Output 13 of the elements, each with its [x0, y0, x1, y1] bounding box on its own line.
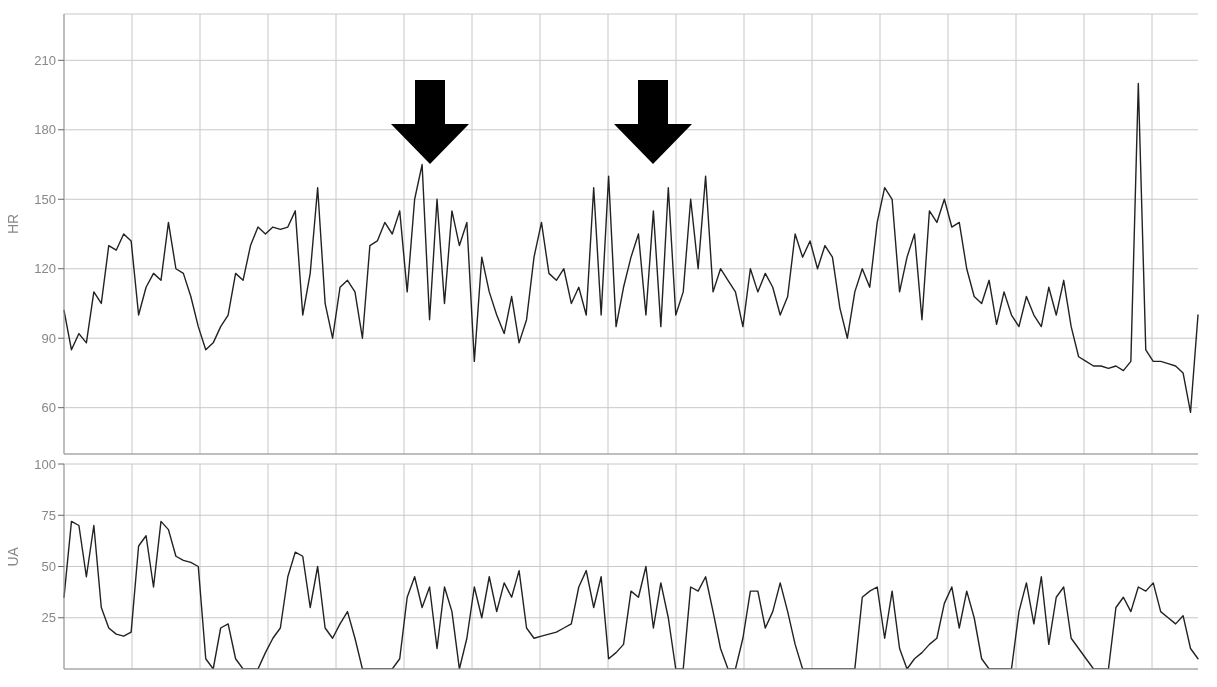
- y-tick-label: 90: [41, 330, 56, 346]
- y-tick-label: 150: [34, 191, 56, 207]
- y-tick-label: 50: [41, 559, 56, 575]
- y-tick-label: 75: [41, 507, 56, 523]
- y-tick-label: 60: [41, 400, 56, 416]
- y-tick-label: 210: [34, 52, 56, 68]
- y-axis-title: UA: [4, 546, 21, 567]
- y-tick-label: 25: [41, 610, 56, 626]
- y-tick-label: 100: [34, 456, 56, 472]
- line-series: [63, 82, 1199, 414]
- y-tick-label: 180: [34, 122, 56, 138]
- y-axis-title: HR: [4, 213, 21, 234]
- y-tick-label: 120: [34, 261, 56, 277]
